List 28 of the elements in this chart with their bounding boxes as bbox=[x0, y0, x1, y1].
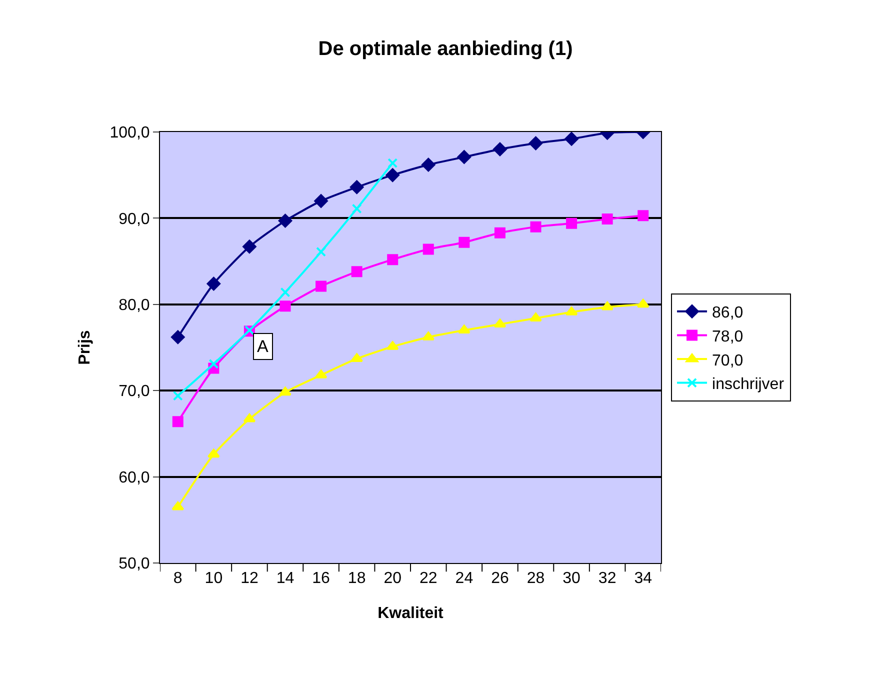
x-tick-label: 8 bbox=[173, 570, 182, 588]
x-tick-label: 34 bbox=[634, 570, 652, 588]
x-tick-label: 18 bbox=[348, 570, 366, 588]
x-tick-label: 32 bbox=[598, 570, 616, 588]
x-tick-label: 24 bbox=[455, 570, 474, 588]
y-tick-label: 60,0 bbox=[118, 469, 150, 486]
chart-title: De optimale aanbieding (1) bbox=[318, 38, 573, 60]
x-tick-label: 22 bbox=[419, 570, 438, 588]
y-tick-label: 50,0 bbox=[118, 556, 150, 573]
legend-label: 86,0 bbox=[712, 304, 744, 322]
x-tick-label: 10 bbox=[204, 570, 223, 588]
x-tick-label: 14 bbox=[276, 570, 294, 588]
x-tick-label: 12 bbox=[240, 570, 258, 588]
y-tick-label: 70,0 bbox=[118, 383, 150, 400]
y-tick-label: 100,0 bbox=[110, 124, 150, 142]
x-tick-label: 30 bbox=[562, 570, 581, 588]
y-tick-label: 90,0 bbox=[118, 210, 150, 228]
legend-label: 70,0 bbox=[712, 352, 744, 370]
x-tick-label: 16 bbox=[312, 570, 330, 588]
x-tick-label: 20 bbox=[384, 570, 402, 588]
y-tick-label: 80,0 bbox=[118, 297, 150, 314]
annotation: A bbox=[257, 337, 269, 356]
legend-label: inschrijver bbox=[712, 376, 785, 394]
y-axis-title: Prijs bbox=[76, 330, 94, 365]
x-axis-title: Kwaliteit bbox=[378, 604, 444, 622]
x-tick-label: 26 bbox=[491, 570, 509, 588]
x-tick-label: 28 bbox=[526, 570, 545, 588]
legend-label: 78,0 bbox=[712, 328, 744, 346]
